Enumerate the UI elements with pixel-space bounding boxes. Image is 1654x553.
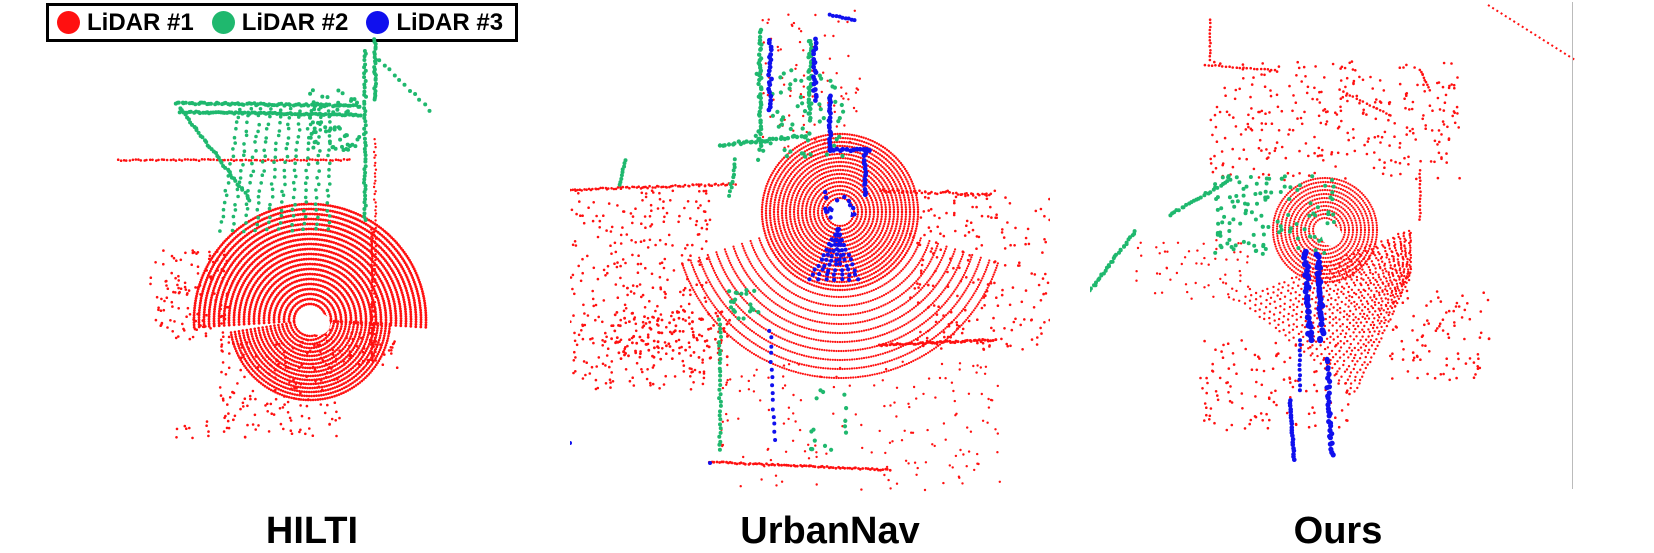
lidar-2-points — [1090, 174, 1336, 293]
ours-point-cloud-image — [1090, 4, 1575, 463]
sensor-origin-gap — [1322, 226, 1342, 246]
lidar-1-points — [570, 9, 1050, 492]
legend-label: LiDAR #1 — [87, 8, 194, 36]
legend-item-lidar-2: LiDAR #2 — [211, 8, 349, 37]
lidar-3-swatch — [366, 11, 390, 34]
legend: LiDAR #1 LiDAR #2 LiDAR #3 — [46, 3, 518, 42]
legend-item-lidar-1: LiDAR #1 — [57, 9, 194, 37]
lidar-3-points — [1287, 248, 1336, 463]
lidar-2-points — [173, 37, 432, 234]
panel-border — [1572, 2, 1573, 489]
ours-point-cloud — [1090, 0, 1575, 500]
hilti-point-cloud — [110, 0, 470, 500]
urbannav-point-cloud-image — [570, 9, 1050, 492]
lidar-1-points — [116, 138, 428, 440]
lidar-1-swatch — [57, 11, 80, 34]
lidar-2-points — [617, 27, 849, 452]
lidar-1-points — [1135, 18, 1491, 432]
sensor-origin-gap — [833, 204, 851, 222]
legend-label: LiDAR #3 — [396, 8, 504, 36]
caption-hilti: HILTI — [265, 510, 359, 552]
urbannav-point-cloud — [570, 0, 1050, 500]
sensor-origin-gap — [308, 313, 330, 335]
hilti-point-cloud-image — [116, 37, 432, 440]
legend-item-lidar-3: LiDAR #3 — [366, 9, 503, 37]
caption-urbannav: UrbanNav — [740, 510, 920, 552]
legend-label: LiDAR #2 — [241, 8, 349, 36]
lidar-2-swatch — [211, 11, 235, 34]
caption-ours: Ours — [1293, 510, 1383, 552]
